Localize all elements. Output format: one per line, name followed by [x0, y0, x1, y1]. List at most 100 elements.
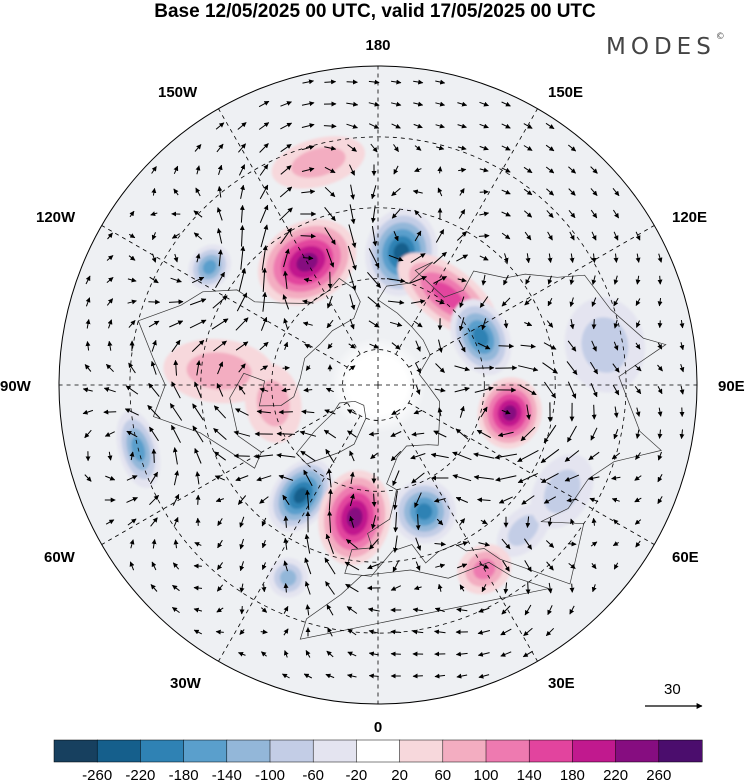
- wind-arrow: [635, 298, 641, 306]
- anomaly-center-4: [450, 299, 512, 376]
- wind-arrow: [679, 320, 685, 329]
- wind-arrow: [564, 474, 580, 482]
- wind-arrow: [636, 320, 641, 328]
- colorbar-swatch: [658, 739, 703, 763]
- wind-arrow: [547, 297, 553, 307]
- wind-arrow: [173, 253, 179, 263]
- wind-arrow: [456, 254, 469, 262]
- colorbar-tick-label: -260: [82, 767, 112, 783]
- wind-arrow: [591, 562, 597, 570]
- wind-arrow: [635, 253, 641, 263]
- wind-arrow: [613, 562, 619, 570]
- wind-arrow: [520, 343, 536, 349]
- wind-arrow: [524, 298, 532, 306]
- wind-arrow: [410, 253, 426, 263]
- wind-arrow: [413, 79, 424, 85]
- wind-arrow: [192, 425, 204, 443]
- wind-arrow: [612, 363, 620, 373]
- wind-arrow: [567, 381, 577, 399]
- wind-arrow: [547, 517, 553, 527]
- wind-arrow: [347, 673, 357, 679]
- lon-label-150e: 150E: [548, 84, 583, 101]
- wind-arrow: [547, 253, 553, 263]
- wind-arrow: [436, 145, 445, 151]
- wind-arrow: [547, 231, 553, 241]
- wind-arrow: [283, 248, 290, 268]
- wind-arrow: [149, 471, 159, 485]
- wind-arrow: [501, 211, 511, 217]
- wind-arrow: [172, 562, 180, 570]
- wind-arrow: [525, 516, 531, 528]
- wind-arrow: [635, 540, 641, 548]
- wind-arrow: [477, 629, 491, 635]
- wind-arrow: [215, 271, 225, 288]
- wind-arrow: [547, 582, 553, 594]
- wind-arrow: [543, 496, 557, 504]
- wind-arrow: [216, 143, 224, 153]
- wind-arrow: [368, 123, 380, 129]
- wind-arrow: [349, 493, 355, 507]
- wind-arrow: [346, 409, 357, 415]
- wind-arrow: [391, 209, 401, 219]
- wind-arrow: [477, 342, 491, 350]
- wind-arrow: [280, 165, 292, 175]
- wind-arrow: [370, 205, 376, 223]
- wind-arrow: [128, 255, 136, 261]
- wind-arrow: [303, 673, 313, 679]
- wind-arrow: [411, 299, 426, 305]
- wind-arrow: [324, 166, 336, 174]
- wind-arrow: [388, 254, 404, 262]
- wind-arrow: [435, 299, 445, 305]
- wind-arrow: [525, 253, 531, 264]
- colorbar-tick-label: 60: [434, 767, 451, 783]
- wind-arrow: [456, 607, 468, 613]
- wind-arrow: [280, 122, 293, 130]
- wind-arrow: [412, 629, 424, 635]
- colorbar-swatch: [140, 739, 185, 763]
- wind-arrow: [107, 340, 113, 351]
- wind-arrow: [368, 101, 380, 107]
- lon-label-30w: 30W: [170, 675, 202, 692]
- wind-arrow: [368, 431, 379, 437]
- wind-vectors: [82, 79, 685, 679]
- wind-arrow: [150, 584, 158, 592]
- wind-arrow: [436, 518, 444, 526]
- wind-arrow: [215, 497, 224, 503]
- wind-arrow: [304, 581, 311, 595]
- eurasia-coast: [344, 261, 667, 585]
- wind-arrow: [494, 453, 517, 460]
- wind-arrow: [414, 362, 422, 374]
- wind-arrow: [260, 316, 268, 331]
- graticule: [59, 66, 697, 704]
- anomaly-contour: [202, 259, 217, 275]
- wind-arrow: [326, 295, 333, 309]
- wind-arrow: [254, 454, 274, 459]
- wind-arrow: [433, 497, 446, 503]
- wind-arrow: [193, 629, 203, 635]
- wind-arrow: [129, 451, 135, 461]
- wind-arrow: [523, 123, 533, 129]
- wind-arrow: [239, 204, 245, 223]
- wind-arrow: [151, 166, 157, 174]
- wind-arrow: [368, 673, 379, 679]
- wind-arrow: [612, 541, 619, 547]
- wind-arrow: [457, 123, 467, 129]
- wind-arrow: [150, 360, 157, 375]
- wind-arrow: [501, 538, 511, 550]
- wind-arrow: [611, 475, 621, 481]
- wind-arrow: [481, 274, 487, 286]
- wind-arrow: [278, 474, 294, 481]
- wind-arrow: [415, 561, 421, 571]
- wind-arrow: [239, 629, 245, 635]
- wind-arrow: [415, 514, 421, 531]
- wind-arrow: [545, 627, 555, 637]
- wind-arrow: [413, 320, 423, 328]
- wind-arrow: [392, 535, 398, 553]
- wind-arrow: [280, 227, 292, 245]
- wind-arrow: [657, 407, 663, 417]
- colorbar-tick-label: -180: [169, 767, 199, 783]
- wind-arrow: [569, 319, 575, 330]
- wind-arrow: [478, 607, 490, 613]
- wind-arrow: [566, 497, 578, 503]
